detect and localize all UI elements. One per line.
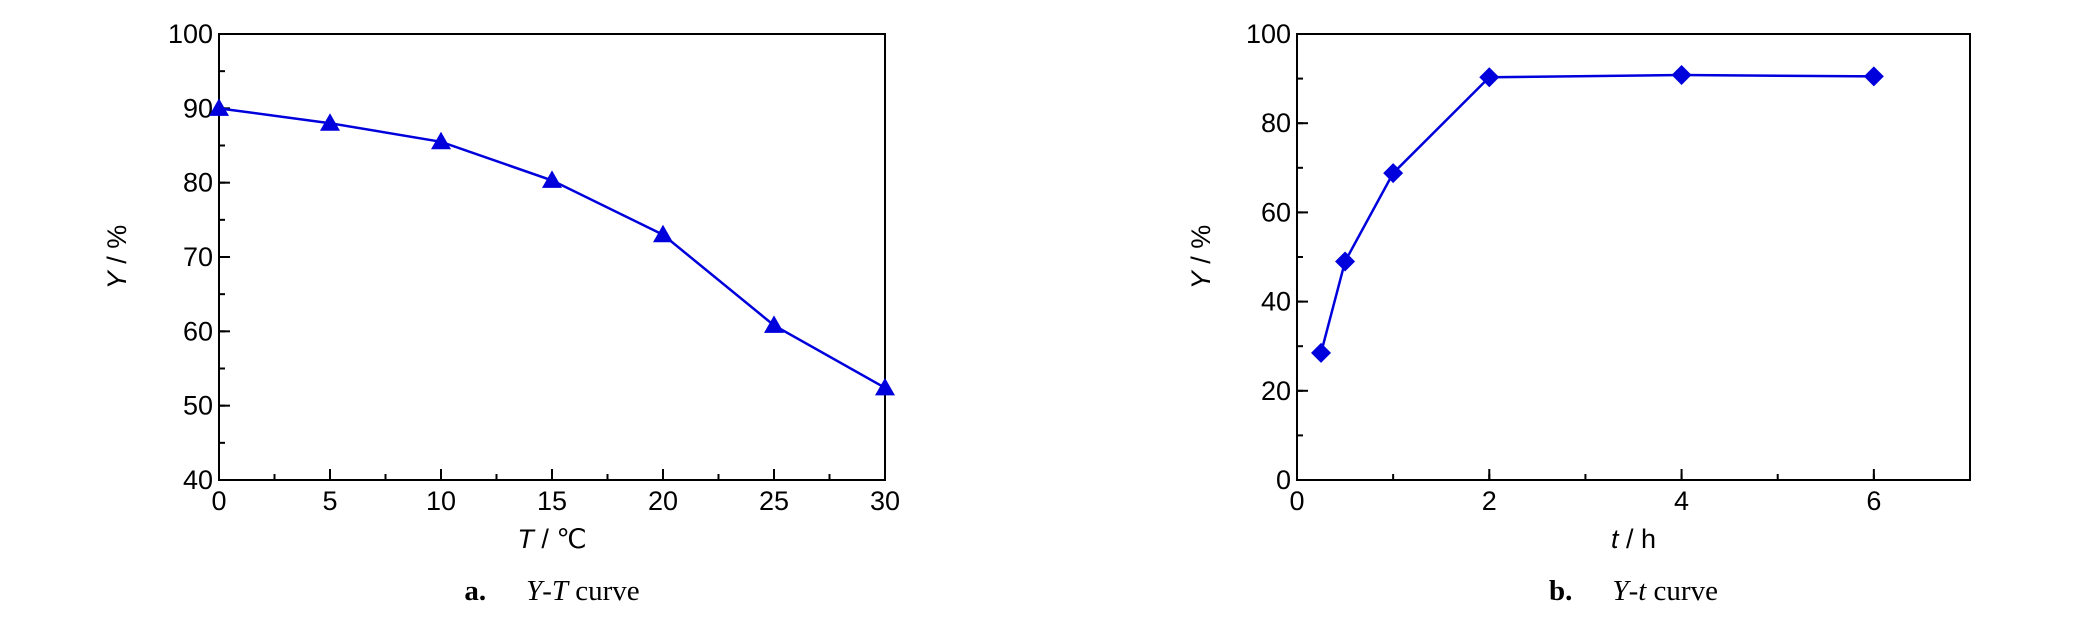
data-point (653, 224, 673, 243)
y-tick-label: 70 (183, 242, 213, 272)
y-tick-label: 20 (1261, 376, 1291, 406)
x-axis-label-part: / ℃ (534, 524, 587, 554)
x-tick-label: 25 (759, 486, 789, 516)
data-point (764, 315, 784, 333)
x-axis-label-part: T (517, 524, 536, 554)
data-point (431, 131, 451, 150)
data-line (218, 107, 886, 389)
x-axis-label-part: t (1611, 524, 1620, 554)
caption-label: b. (1549, 575, 1572, 607)
x-tick-label: 20 (648, 486, 678, 516)
x-tick-label: 6 (1866, 486, 1881, 516)
caption-part: curve (1646, 575, 1718, 607)
y-axis-label-part: / % (102, 225, 132, 272)
x-tick-label: 15 (537, 486, 567, 516)
data-point (209, 98, 229, 116)
y-axis-label: Y / % (1186, 225, 1216, 290)
y-tick-label: 50 (183, 391, 213, 421)
data-point (1863, 66, 1884, 87)
y-tick-label: 60 (1261, 197, 1291, 227)
y-tick-label: 100 (1246, 19, 1291, 49)
data-point (875, 377, 895, 396)
x-tick-label: 5 (322, 486, 337, 516)
y-tick-label: 60 (183, 316, 213, 346)
y-axis-label-part: Y (1186, 269, 1216, 289)
caption-part: t (1638, 575, 1647, 607)
data-point (1479, 67, 1500, 88)
x-axis-label-part: / h (1618, 524, 1656, 554)
caption-part: Y (526, 575, 545, 607)
y-tick-label: 0 (1276, 465, 1291, 495)
y-axis-label-part: Y (102, 269, 132, 289)
y-tick-label: 80 (183, 168, 213, 198)
plot-frame (218, 33, 886, 481)
x-tick-label: 30 (870, 486, 900, 516)
x-tick-label: 4 (1674, 486, 1689, 516)
data-point (1671, 65, 1692, 86)
y-tick-label: 90 (183, 93, 213, 123)
data-point (1383, 163, 1404, 184)
y-axis-label-part: / % (1186, 225, 1216, 272)
data-point (1311, 342, 1332, 363)
data-point (1335, 251, 1356, 272)
y-tick-label: 80 (1261, 108, 1291, 138)
caption-part: Y (1612, 575, 1631, 607)
x-axis-label: t / h (1611, 524, 1656, 554)
caption-label: a. (464, 575, 486, 607)
y-axis-label: Y / % (102, 225, 132, 290)
caption-part: - (1629, 575, 1639, 607)
y-tick-label: 40 (1261, 287, 1291, 317)
caption: b. Y-t curve (1549, 575, 1718, 607)
x-tick-label: 0 (1289, 486, 1304, 516)
caption: a. Y-T curve (464, 575, 639, 607)
data-point (542, 170, 562, 188)
caption-part: curve (568, 575, 640, 607)
x-tick-label: 10 (426, 486, 456, 516)
y-tick-label: 100 (168, 19, 213, 49)
data-line (1319, 73, 1874, 354)
caption-part: T (552, 575, 570, 607)
y-tick-label: 40 (183, 465, 213, 495)
x-axis-label: T / ℃ (517, 524, 586, 554)
x-tick-label: 2 (1482, 486, 1497, 516)
data-point (320, 113, 340, 131)
plot-frame (1296, 33, 1971, 481)
caption-part: - (542, 575, 552, 607)
x-tick-label: 0 (211, 486, 226, 516)
